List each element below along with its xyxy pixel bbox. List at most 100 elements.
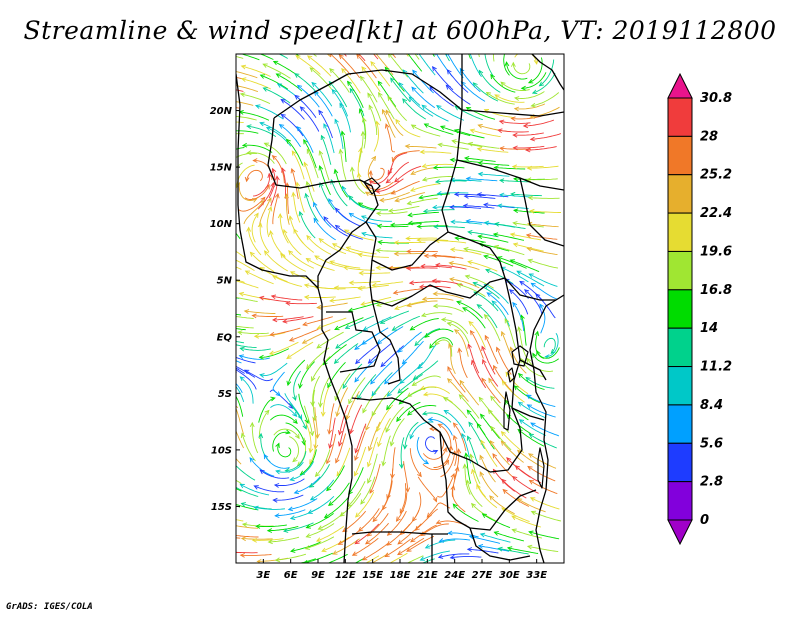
streamline bbox=[269, 341, 299, 355]
streamline bbox=[450, 248, 482, 255]
streamline-arrowhead bbox=[285, 300, 291, 306]
streamline bbox=[254, 506, 286, 510]
streamline-arrowhead bbox=[362, 326, 369, 331]
streamline-arrowhead bbox=[323, 513, 330, 519]
streamline-arrowhead bbox=[526, 394, 532, 400]
streamline bbox=[454, 193, 486, 197]
streamline-arrowhead bbox=[431, 65, 437, 72]
streamline bbox=[270, 176, 278, 207]
streamline bbox=[283, 316, 314, 323]
streamline bbox=[253, 173, 271, 197]
streamline bbox=[272, 193, 279, 225]
streamline bbox=[407, 405, 437, 416]
streamline-arrowhead bbox=[335, 411, 340, 418]
streamline bbox=[452, 503, 479, 522]
streamline-arrowhead bbox=[211, 496, 216, 500]
streamline bbox=[421, 265, 452, 269]
streamline bbox=[432, 254, 464, 259]
streamline bbox=[289, 402, 307, 429]
streamline-arrowhead bbox=[485, 91, 492, 97]
streamline bbox=[386, 387, 409, 410]
streamline bbox=[302, 329, 331, 344]
streamline-arrowhead bbox=[467, 260, 473, 265]
streamline bbox=[414, 54, 420, 60]
streamline-arrowhead bbox=[407, 212, 413, 218]
streamline-arrowhead bbox=[497, 128, 503, 134]
streamline-arrowhead bbox=[361, 565, 366, 569]
streamline-arrowhead bbox=[365, 425, 370, 431]
streamline-arrowhead bbox=[386, 405, 391, 411]
streamline bbox=[454, 329, 469, 357]
streamline-arrowhead bbox=[337, 430, 343, 436]
streamline bbox=[246, 169, 263, 182]
streamline bbox=[281, 168, 286, 199]
streamline bbox=[527, 223, 559, 228]
streamline bbox=[449, 278, 480, 289]
streamline bbox=[306, 513, 334, 529]
streamline bbox=[435, 264, 467, 270]
streamline bbox=[250, 251, 275, 273]
streamline-arrowhead bbox=[334, 325, 340, 331]
streamline-arrowhead bbox=[346, 80, 352, 86]
streamline bbox=[385, 406, 404, 433]
streamline-arrowhead bbox=[469, 329, 475, 336]
streamline bbox=[252, 538, 284, 541]
streamline-arrowhead bbox=[239, 92, 246, 98]
streamline bbox=[354, 446, 367, 476]
streamline-arrowhead bbox=[450, 219, 456, 225]
streamline bbox=[453, 435, 458, 467]
streamline-arrowhead bbox=[213, 50, 217, 54]
streamline-arrowhead bbox=[375, 248, 381, 253]
streamline bbox=[328, 81, 348, 108]
streamline-arrowhead bbox=[272, 497, 278, 503]
streamline bbox=[507, 547, 539, 554]
streamline-arrowhead bbox=[517, 401, 524, 407]
streamline bbox=[473, 291, 499, 312]
streamline bbox=[334, 343, 359, 364]
streamline bbox=[339, 103, 351, 133]
streamline bbox=[476, 423, 495, 450]
streamline-arrowhead bbox=[435, 519, 442, 525]
streamline-arrowhead bbox=[440, 317, 447, 322]
streamline bbox=[358, 253, 389, 258]
streamline bbox=[367, 92, 382, 122]
streamline bbox=[273, 494, 304, 501]
streamline bbox=[279, 214, 289, 244]
streamline bbox=[478, 173, 510, 177]
streamline bbox=[410, 318, 439, 331]
streamline-arrowhead bbox=[436, 105, 442, 110]
lat-tick-label: 5S bbox=[218, 389, 232, 400]
border-nigeria-cameroon bbox=[317, 221, 367, 288]
streamline-arrowhead bbox=[338, 54, 344, 60]
streamline-arrowhead bbox=[275, 391, 281, 397]
streamline bbox=[367, 437, 378, 467]
streamline-arrowhead bbox=[384, 123, 390, 129]
streamline bbox=[236, 429, 244, 449]
streamline-arrowhead bbox=[318, 109, 324, 116]
streamline bbox=[275, 461, 304, 473]
streamline-arrowhead bbox=[468, 421, 474, 427]
streamline-arrowhead bbox=[334, 224, 341, 230]
streamline bbox=[412, 70, 434, 94]
streamline bbox=[236, 457, 242, 465]
streamline-arrowhead bbox=[424, 544, 431, 549]
streamline bbox=[240, 554, 272, 556]
streamline bbox=[309, 463, 330, 488]
streamline-arrowhead bbox=[448, 260, 454, 266]
colorbar-segment bbox=[667, 404, 693, 444]
streamline bbox=[424, 123, 454, 135]
streamline bbox=[406, 267, 438, 269]
streamline-arrowhead bbox=[360, 499, 366, 505]
streamline-arrowhead bbox=[354, 377, 360, 383]
streamline-arrowhead bbox=[393, 251, 399, 257]
streamline bbox=[512, 165, 544, 168]
streamline-arrowhead bbox=[490, 395, 495, 401]
streamline bbox=[341, 131, 347, 162]
streamline-arrowhead bbox=[445, 84, 451, 90]
streamline-arrowhead bbox=[329, 67, 335, 74]
streamline-arrowhead bbox=[228, 69, 232, 73]
streamline bbox=[426, 502, 451, 518]
streamline-arrowhead bbox=[351, 551, 358, 556]
border-drc-angola bbox=[351, 397, 491, 473]
streamline bbox=[376, 211, 408, 215]
